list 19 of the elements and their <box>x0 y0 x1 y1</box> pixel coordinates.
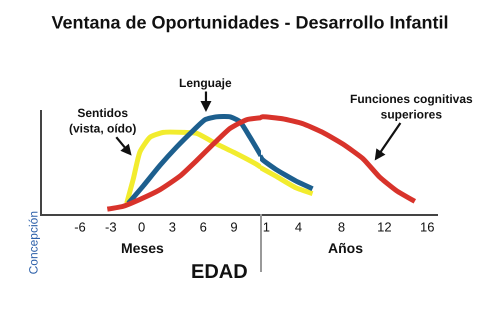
text: Años <box>328 240 364 256</box>
x-tick-label: 9 <box>230 219 238 234</box>
text: EDAD <box>191 261 248 283</box>
x-tick-label: 0 <box>138 219 146 234</box>
x-tick-label: 3 <box>168 219 176 234</box>
x-tick-label: -3 <box>105 219 117 234</box>
x-tick-label: 8 <box>338 219 346 234</box>
annotation: Funciones cognitivas superiores <box>350 92 474 122</box>
x-tick-label: 12 <box>377 219 392 234</box>
x-tick-label: 4 <box>294 219 302 234</box>
annotation: Sentidos (vista, oído) <box>69 106 136 136</box>
x-tick-label: 16 <box>420 219 435 234</box>
text: Concepción <box>26 211 41 274</box>
chart-title: Ventana de Oportunidades - Desarrollo Infantil <box>51 12 449 32</box>
x-tick-label: -6 <box>74 219 86 234</box>
x-tick-label: 6 <box>200 219 207 234</box>
text: Lenguaje <box>179 76 232 90</box>
text: Meses <box>121 240 164 256</box>
x-tick-label: 1 <box>262 219 270 234</box>
